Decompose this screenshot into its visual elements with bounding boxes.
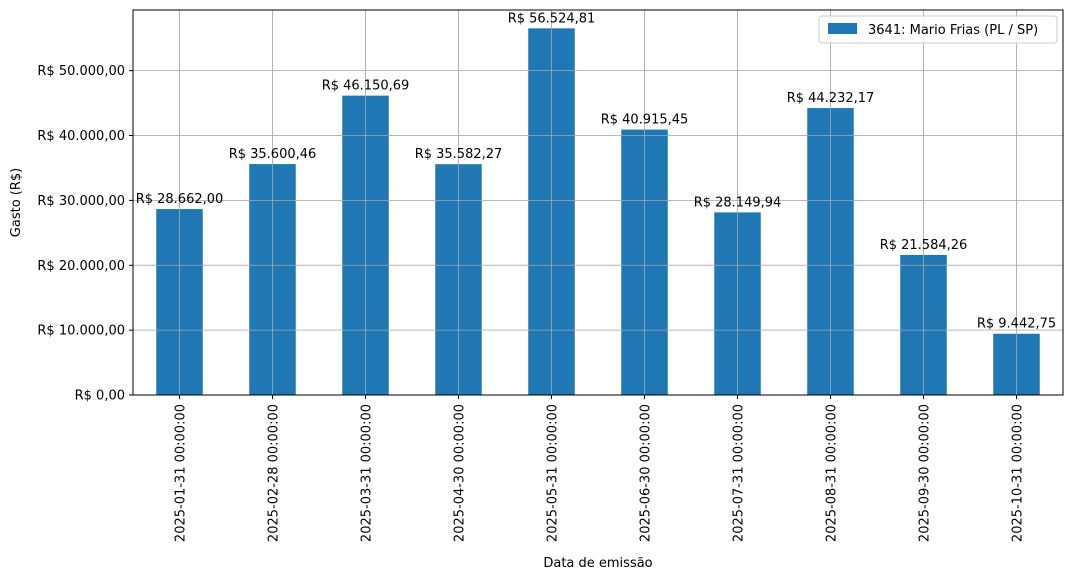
legend: 3641: Mario Frias (PL / SP)	[818, 15, 1058, 44]
legend-swatch	[828, 23, 857, 34]
bar-value-label: R$ 21.584,26	[880, 238, 968, 253]
bar-value-label: R$ 56.524,81	[508, 11, 596, 26]
y-tick-label: R$ 50.000,00	[37, 64, 125, 79]
y-tick-label: R$ 10.000,00	[37, 324, 125, 339]
bar-value-label: R$ 9.442,75	[977, 317, 1056, 332]
y-tick-label: R$ 0,00	[75, 389, 125, 404]
data-labels-group: R$ 28.662,00 R$ 35.600,46 R$ 46.150,69 R$ 3…	[136, 11, 1056, 331]
bar-value-label: R$ 28.149,94	[694, 195, 782, 210]
plot-frame	[132, 9, 1064, 396]
x-tick-label: 2025-06-30 00:00:00	[639, 404, 654, 542]
bar-value-label: R$ 46.150,69	[322, 79, 410, 94]
x-tick-label: 2025-07-31 00:00:00	[732, 404, 747, 542]
bar-value-label: R$ 44.232,17	[787, 91, 875, 106]
x-tick-label: 2025-04-30 00:00:00	[453, 404, 468, 542]
y-tick-label: R$ 30.000,00	[37, 194, 125, 209]
y-axis-label: Gasto (R$)	[9, 168, 24, 237]
bar-value-label: R$ 35.600,46	[229, 147, 317, 162]
x-tick-label: 2025-08-31 00:00:00	[825, 404, 840, 542]
x-tick-label: 2025-09-30 00:00:00	[918, 404, 933, 542]
x-axis-label: Data de emissão	[543, 556, 652, 571]
y-tick-label: R$ 20.000,00	[37, 259, 125, 274]
y-axis-ticks: R$ 0,00 R$ 10.000,00 R$ 20.000,00 R$ 30.000…	[37, 64, 133, 404]
bar-value-label: R$ 40.915,45	[601, 113, 689, 128]
x-axis-ticks: 2025-01-31 00:00:00 2025-02-28 00:00:00 20…	[174, 395, 1026, 542]
legend-series-label: 3641: Mario Frias (PL / SP)	[868, 23, 1038, 38]
x-tick-label: 2025-05-31 00:00:00	[546, 404, 561, 542]
bar-value-label: R$ 35.582,27	[415, 147, 503, 162]
y-tick-label: R$ 40.000,00	[37, 129, 125, 144]
x-tick-label: 2025-03-31 00:00:00	[360, 404, 375, 542]
bar-value-label: R$ 28.662,00	[136, 192, 224, 207]
x-tick-label: 2025-01-31 00:00:00	[174, 404, 189, 542]
legend-box	[818, 15, 1058, 44]
x-tick-label: 2025-10-31 00:00:00	[1011, 404, 1026, 542]
x-tick-label: 2025-02-28 00:00:00	[267, 404, 282, 542]
